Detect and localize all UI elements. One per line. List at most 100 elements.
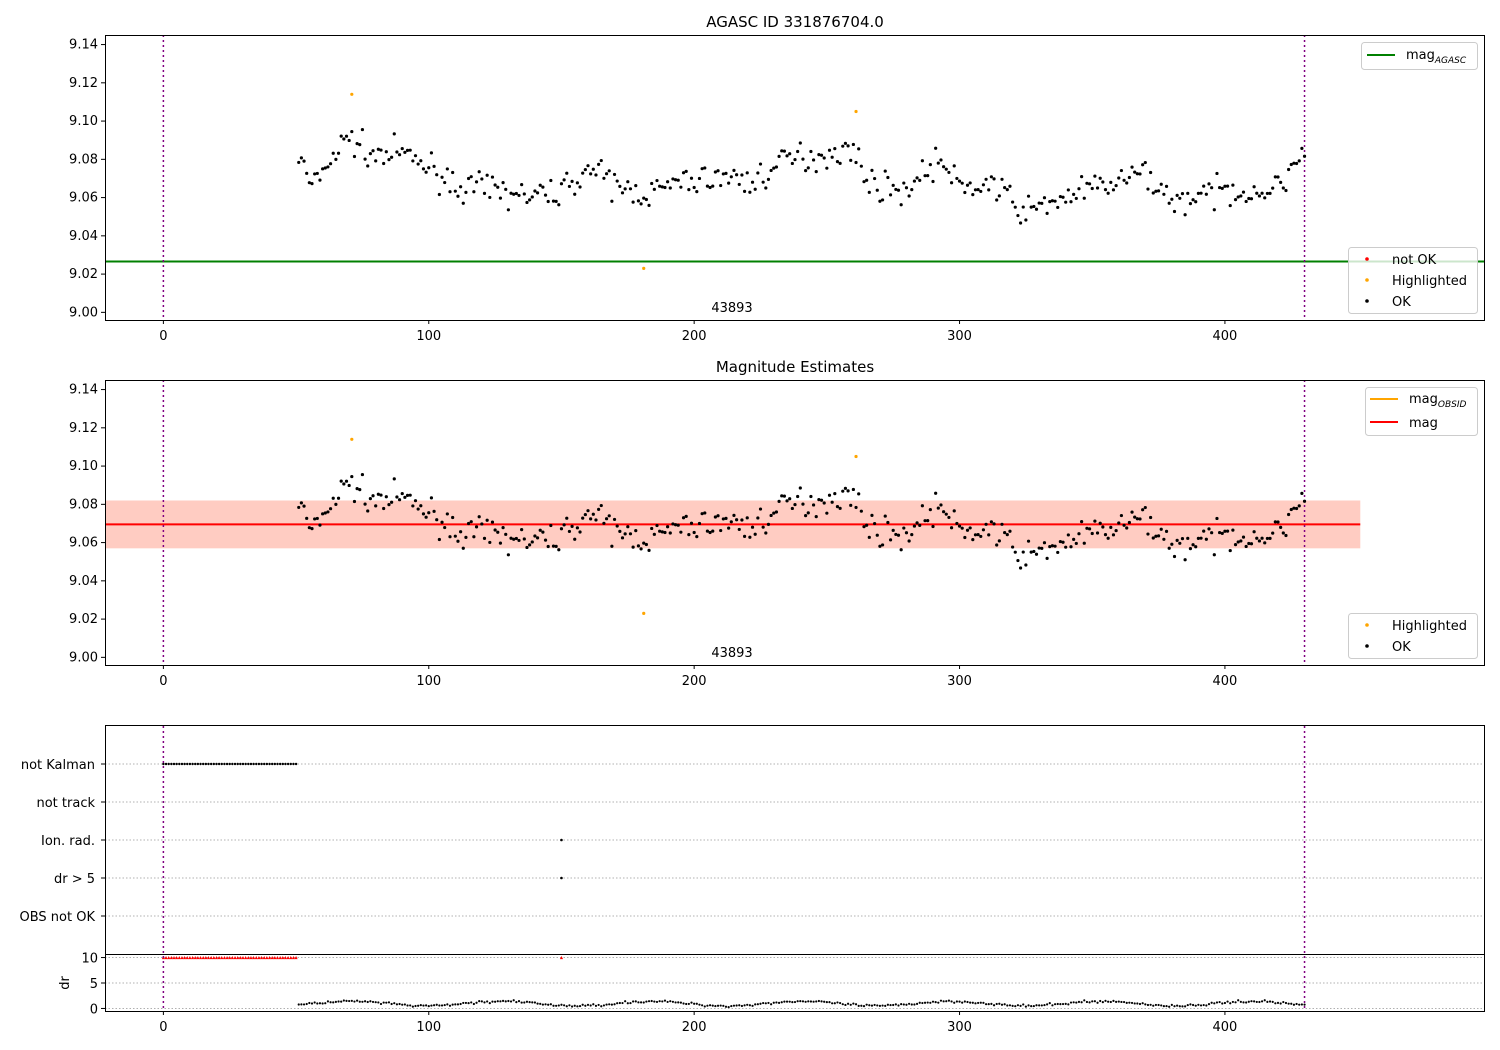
ok-point bbox=[1138, 517, 1142, 521]
dr-point bbox=[804, 1000, 807, 1003]
dr-point bbox=[817, 999, 820, 1003]
ok-point bbox=[392, 477, 396, 481]
dr-point bbox=[1226, 1000, 1229, 1003]
ok-point bbox=[835, 160, 840, 164]
ok-point bbox=[469, 520, 473, 524]
dr-clipped-marker bbox=[281, 955, 285, 960]
panel3-category-label-3: dr > 5 bbox=[54, 872, 95, 887]
ok-point bbox=[1149, 515, 1153, 520]
ok-point bbox=[636, 199, 641, 203]
ok-point bbox=[1008, 184, 1012, 188]
ok-point bbox=[443, 525, 447, 530]
dr-tick-label: 0 bbox=[90, 1002, 98, 1017]
dr-point bbox=[820, 1000, 823, 1003]
ok-point bbox=[926, 174, 930, 178]
ok-point bbox=[769, 168, 773, 173]
ok-point bbox=[522, 537, 526, 541]
ok-point bbox=[761, 525, 765, 529]
ok-point bbox=[774, 510, 779, 514]
ok-point bbox=[538, 528, 542, 532]
ok-point bbox=[652, 187, 656, 191]
ok-point bbox=[1210, 186, 1214, 190]
ok-point bbox=[1260, 191, 1264, 195]
ok-point bbox=[451, 170, 455, 175]
ok-point bbox=[1003, 530, 1007, 535]
ok-point bbox=[342, 137, 346, 141]
ok-point bbox=[875, 533, 879, 537]
dr-point bbox=[1093, 1000, 1096, 1003]
ok-point bbox=[618, 184, 622, 189]
ok-point bbox=[575, 526, 579, 530]
ok-point bbox=[416, 507, 420, 511]
ok-point bbox=[658, 184, 662, 188]
dr-point bbox=[1266, 1000, 1269, 1003]
not-kalman-flag bbox=[284, 762, 287, 766]
dr-point bbox=[1043, 1003, 1046, 1007]
ok-point bbox=[777, 154, 781, 158]
dr-point bbox=[1067, 1003, 1070, 1006]
dr-point bbox=[1138, 1002, 1142, 1006]
dr-point bbox=[639, 1001, 643, 1004]
dr-point bbox=[390, 1002, 393, 1006]
dr-point bbox=[1223, 1001, 1227, 1005]
ok-point bbox=[987, 533, 991, 537]
ok-point bbox=[559, 527, 564, 531]
ok-point bbox=[1210, 531, 1214, 535]
not-kalman-flag bbox=[215, 762, 218, 766]
dr-point bbox=[369, 1000, 372, 1003]
ok-point bbox=[822, 156, 826, 160]
ok-point bbox=[1178, 196, 1182, 200]
dr-point bbox=[1032, 1004, 1035, 1008]
dr-point bbox=[1146, 1003, 1150, 1007]
ok-point bbox=[1005, 188, 1009, 192]
ok-point bbox=[703, 511, 707, 515]
dr-point bbox=[382, 1001, 385, 1004]
dr-point bbox=[661, 1000, 664, 1003]
ok-point bbox=[1159, 527, 1163, 531]
dr-point bbox=[387, 1001, 391, 1004]
not-kalman-flag bbox=[191, 762, 194, 766]
dr-point bbox=[486, 1000, 489, 1003]
ok-point bbox=[830, 155, 834, 159]
dr-point bbox=[1253, 1000, 1256, 1003]
ok-point bbox=[968, 181, 972, 185]
ok-point bbox=[1154, 189, 1158, 193]
dr-point bbox=[395, 1003, 399, 1006]
ok-point bbox=[650, 181, 654, 186]
dr-point bbox=[1207, 1003, 1211, 1006]
dr-point bbox=[937, 1001, 940, 1004]
ok-point bbox=[610, 544, 614, 548]
dr-point bbox=[356, 999, 359, 1002]
ok-point bbox=[427, 166, 431, 170]
ok-point bbox=[915, 176, 919, 180]
ok-point bbox=[1045, 211, 1049, 215]
ok-point bbox=[732, 513, 736, 517]
dr-point bbox=[873, 1003, 876, 1007]
ok-point bbox=[474, 525, 479, 529]
ok-point bbox=[355, 487, 359, 491]
ok-point bbox=[1204, 192, 1208, 196]
dr-point bbox=[942, 1000, 945, 1003]
ok-point bbox=[634, 184, 638, 188]
ok-point bbox=[724, 516, 728, 520]
ok-point bbox=[1045, 556, 1049, 560]
dr-point bbox=[406, 1004, 409, 1007]
ok-point bbox=[427, 511, 431, 515]
dr-point bbox=[1006, 1004, 1009, 1007]
ok-point bbox=[955, 521, 959, 526]
ok-point bbox=[835, 505, 840, 509]
ok-point bbox=[506, 553, 510, 557]
dr-point bbox=[629, 1001, 632, 1005]
ok-point bbox=[459, 185, 463, 189]
x-tick-label: 400 bbox=[1213, 674, 1238, 689]
ok-point bbox=[453, 534, 457, 538]
dr-point bbox=[693, 1002, 696, 1005]
ok-point bbox=[360, 127, 365, 132]
panel1-legend-lines: magAGASC bbox=[1361, 42, 1478, 70]
ok-point bbox=[379, 493, 383, 497]
dr-point bbox=[860, 1004, 863, 1007]
dr-point bbox=[831, 1002, 834, 1005]
ok-point bbox=[1146, 187, 1150, 191]
ok-point bbox=[485, 518, 489, 522]
x-tick-label: 300 bbox=[947, 329, 972, 344]
